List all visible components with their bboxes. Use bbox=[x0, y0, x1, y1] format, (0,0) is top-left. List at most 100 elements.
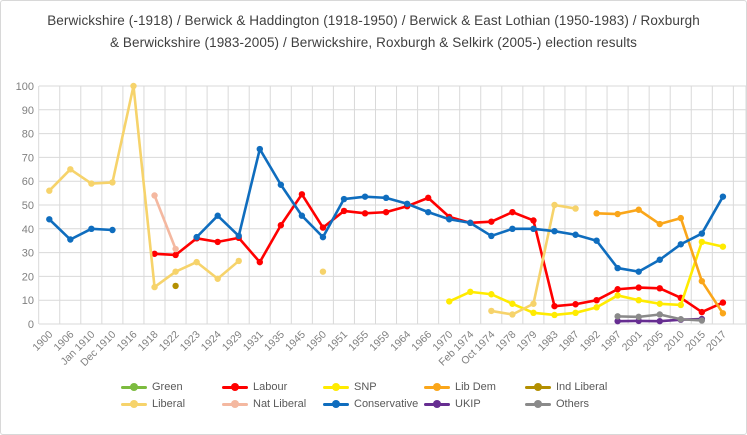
data-point-labour bbox=[698, 308, 706, 316]
data-point-conservative bbox=[467, 219, 474, 227]
series-line-liberal bbox=[47, 84, 241, 289]
data-point-conservative bbox=[319, 233, 327, 241]
data-point-labour bbox=[551, 302, 558, 310]
data-point-conservative bbox=[214, 212, 221, 219]
data-point-conservative bbox=[67, 236, 74, 243]
data-point-snp bbox=[509, 300, 516, 307]
data-point-labour bbox=[593, 297, 600, 304]
data-point-liberal bbox=[151, 283, 158, 291]
data-point-labour bbox=[572, 301, 579, 308]
data-point-snp bbox=[677, 301, 684, 309]
legend-swatch-icon bbox=[323, 400, 349, 409]
x-tick-label: 1929 bbox=[220, 329, 245, 354]
x-tick-label: 2001 bbox=[620, 329, 645, 354]
x-tick-label: 1950 bbox=[304, 329, 329, 354]
data-point-conservative bbox=[446, 216, 453, 223]
y-tick-label: 60 bbox=[22, 176, 34, 188]
legend-item-lib-dem: Lib Dem bbox=[424, 381, 525, 393]
data-point-conservative bbox=[698, 230, 706, 237]
x-tick-label: 1979 bbox=[515, 329, 540, 354]
data-point-conservative bbox=[403, 200, 411, 208]
data-point-snp bbox=[467, 288, 474, 296]
y-tick-label: 0 bbox=[28, 319, 34, 331]
x-tick-label: 1987 bbox=[557, 329, 582, 354]
x-tick-label: 1916 bbox=[115, 329, 140, 354]
data-point-others bbox=[677, 316, 684, 323]
legend-label: Green bbox=[152, 381, 183, 393]
data-point-others bbox=[698, 317, 706, 324]
data-point-liberal bbox=[130, 82, 137, 90]
legend-label: Others bbox=[556, 398, 590, 410]
x-tick-label: 1966 bbox=[409, 329, 434, 354]
legend-label: SNP bbox=[354, 381, 377, 393]
data-point-lib-dem bbox=[698, 277, 706, 285]
legend-swatch-icon bbox=[121, 383, 147, 392]
legend-label: UKIP bbox=[455, 398, 481, 410]
data-point-lib-dem bbox=[614, 210, 621, 218]
data-point-lib-dem bbox=[593, 210, 600, 217]
data-point-labour bbox=[530, 217, 537, 224]
legend-label: Labour bbox=[253, 381, 288, 393]
data-point-liberal bbox=[214, 275, 221, 282]
data-point-liberal bbox=[572, 205, 579, 212]
x-tick-label: 1931 bbox=[241, 329, 266, 354]
x-tick-label: 2015 bbox=[683, 329, 708, 354]
data-point-conservative bbox=[509, 225, 516, 232]
legend-swatch-icon bbox=[222, 400, 248, 409]
data-point-labour bbox=[277, 222, 285, 229]
legend-item-others: Others bbox=[525, 398, 626, 410]
data-point-conservative bbox=[340, 195, 348, 203]
data-point-conservative bbox=[530, 225, 537, 232]
data-point-snp bbox=[593, 304, 600, 311]
data-point-liberal bbox=[319, 268, 327, 275]
y-tick-label: 50 bbox=[22, 200, 34, 212]
data-point-conservative bbox=[361, 193, 369, 200]
data-point-others bbox=[635, 313, 642, 321]
data-point-conservative bbox=[572, 231, 579, 238]
legend-item-snp: SNP bbox=[323, 381, 424, 393]
data-point-labour bbox=[256, 258, 263, 266]
data-point-labour bbox=[340, 207, 348, 215]
legend-swatch-icon bbox=[525, 383, 551, 392]
data-point-snp bbox=[656, 300, 663, 307]
data-point-liberal bbox=[109, 179, 116, 186]
legend-swatch-icon bbox=[323, 383, 349, 392]
data-point-labour bbox=[635, 284, 642, 291]
legend-swatch-icon bbox=[424, 400, 450, 409]
x-tick-label: 1900 bbox=[30, 329, 55, 354]
data-point-conservative bbox=[298, 212, 306, 219]
data-point-lib-dem bbox=[635, 206, 642, 213]
data-point-liberal bbox=[509, 311, 516, 318]
x-tick-label: 1924 bbox=[199, 329, 224, 354]
data-point-conservative bbox=[277, 181, 285, 188]
series-line-snp bbox=[447, 240, 725, 317]
data-point-ind-liberal bbox=[172, 282, 179, 290]
legend-swatch-icon bbox=[525, 400, 551, 409]
data-point-labour bbox=[298, 191, 306, 198]
data-point-nat-liberal bbox=[151, 192, 158, 199]
legend-label: Conservative bbox=[354, 398, 419, 410]
data-point-ukip bbox=[656, 317, 663, 325]
data-point-snp bbox=[488, 291, 495, 298]
data-point-conservative bbox=[635, 268, 642, 275]
y-tick-label: 30 bbox=[22, 248, 34, 260]
data-point-conservative bbox=[656, 256, 663, 263]
data-point-ukip bbox=[614, 317, 621, 325]
data-point-labour bbox=[425, 194, 432, 202]
x-tick-label: 1918 bbox=[136, 329, 161, 354]
data-point-conservative bbox=[677, 241, 684, 248]
y-tick-label: 100 bbox=[16, 81, 34, 93]
data-point-lib-dem bbox=[719, 310, 727, 317]
legend-swatch-icon bbox=[121, 400, 147, 409]
data-point-conservative bbox=[109, 226, 116, 234]
legend-item-labour: Labour bbox=[222, 381, 323, 393]
x-tick-label: 1935 bbox=[262, 329, 287, 354]
data-point-snp bbox=[635, 297, 642, 304]
data-point-snp bbox=[572, 309, 579, 317]
chart-legend: Green Labour SNP Lib Dem Ind Liberal bbox=[1, 381, 746, 410]
x-tick-label: 2005 bbox=[641, 329, 666, 354]
series-line-conservative bbox=[47, 217, 114, 241]
data-point-liberal bbox=[488, 307, 495, 315]
y-tick-label: 90 bbox=[22, 105, 34, 117]
series-line-nat-liberal bbox=[153, 194, 177, 251]
